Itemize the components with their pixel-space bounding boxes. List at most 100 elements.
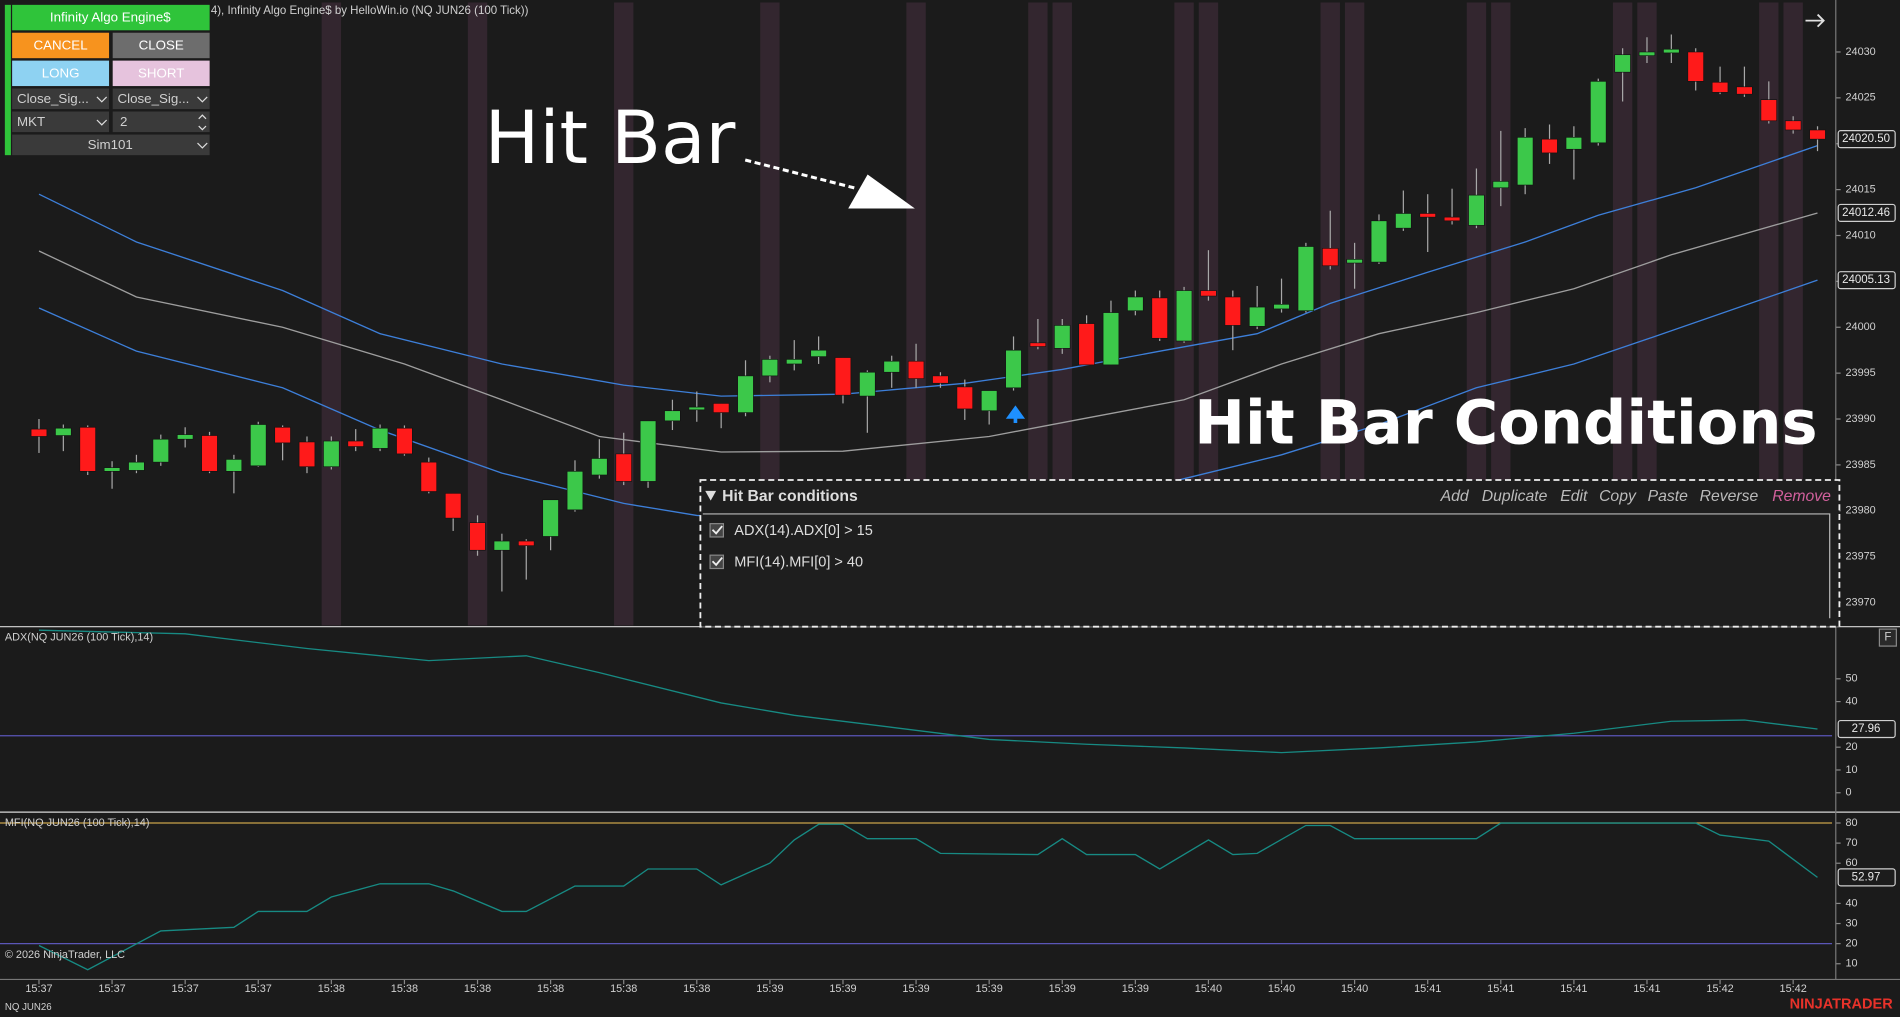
candle-body <box>1054 325 1071 349</box>
hit-bar-highlight <box>1466 2 1487 626</box>
candle-body <box>1590 81 1607 144</box>
checkmark <box>711 557 723 567</box>
price-marker <box>1837 203 1896 223</box>
hit-bar-highlight <box>1491 2 1511 626</box>
x-tick-label: 15:41 <box>1560 983 1587 995</box>
dropdown-value[interactable]: MKT <box>17 114 45 129</box>
expand-icon[interactable] <box>1805 13 1825 28</box>
long-label[interactable]: LONG <box>42 65 80 80</box>
candle-body <box>79 426 96 472</box>
candle-body <box>396 427 413 455</box>
conditions-dialog: Hit Bar conditions Add Duplicate Edit Co… <box>699 479 1841 628</box>
candle-body <box>980 390 998 412</box>
panel-button-label[interactable]: F <box>1884 632 1891 644</box>
account-value[interactable]: Sim101 <box>88 137 133 152</box>
long-button[interactable] <box>12 60 110 87</box>
candle-body <box>444 493 462 519</box>
candle-body <box>883 360 900 373</box>
action-duplicate[interactable]: Duplicate <box>1482 488 1548 505</box>
x-tick-label: 15:40 <box>1195 983 1222 995</box>
hit-bar-highlight <box>760 2 780 626</box>
short-label[interactable]: SHORT <box>138 65 184 80</box>
candle-body <box>1322 248 1339 267</box>
checkbox[interactable] <box>709 554 725 570</box>
quantity-input[interactable] <box>112 111 210 133</box>
panel-title: MFI(NQ JUN26 (100 Tick),14) <box>5 817 150 829</box>
quantity-value[interactable]: 2 <box>120 114 127 129</box>
account-dropdown[interactable] <box>12 134 210 156</box>
candle-body <box>932 375 949 384</box>
candle-body <box>250 424 267 467</box>
chart-header: 4), Infinity Algo Engine$ by HelloWin.io… <box>211 5 529 17</box>
y-tick-label: 40 <box>1845 695 1857 707</box>
annotation: Hit Bar <box>485 97 736 181</box>
price-axis-strip <box>1835 0 1900 980</box>
x-tick-label: 15:39 <box>1049 983 1076 995</box>
candle-body <box>1297 246 1315 312</box>
action-reverse[interactable]: Reverse <box>1700 488 1759 505</box>
x-tick-label: 15:41 <box>1633 983 1660 995</box>
candle-body <box>664 410 681 422</box>
candle-body <box>1736 86 1753 95</box>
action-edit[interactable]: Edit <box>1560 488 1588 505</box>
order-panel: Infinity Algo Engine$ CANCEL CLOSE LONG … <box>4 4 210 156</box>
dropdown[interactable] <box>112 88 210 110</box>
candle-body <box>1127 296 1144 312</box>
panel-button[interactable] <box>1878 628 1897 647</box>
candle-body <box>761 359 779 377</box>
dropdown[interactable] <box>12 88 110 110</box>
checkbox[interactable] <box>709 523 725 538</box>
candle-body <box>1541 138 1558 154</box>
hit-bar-highlight <box>1759 2 1779 626</box>
price-marker <box>1837 130 1896 149</box>
x-tick-label: 15:38 <box>683 983 710 995</box>
x-tick-label: 15:37 <box>245 983 272 995</box>
action-add[interactable]: Add <box>1440 488 1470 505</box>
panel: 0 10 20 40 50 27.96 ADX(NQ JUN26 (100 Tick),14… <box>0 629 1896 799</box>
candle-body <box>518 540 535 546</box>
candle-body <box>688 406 705 411</box>
candle-body <box>786 359 803 365</box>
dropdown[interactable] <box>12 111 110 133</box>
hit-bar-highlight <box>467 2 488 626</box>
annotation: Hit Bar Conditions <box>1194 388 1817 458</box>
short-button[interactable] <box>112 60 210 87</box>
spinner[interactable] <box>198 114 207 131</box>
close-button[interactable] <box>112 32 210 59</box>
dialog-frame <box>699 479 1841 628</box>
plot-area <box>0 629 1833 754</box>
action-remove[interactable]: Remove <box>1772 488 1831 505</box>
indicator-line <box>39 629 1818 754</box>
cancel-label[interactable]: CANCEL <box>34 38 88 53</box>
action-paste[interactable]: Paste <box>1648 488 1689 505</box>
y-tick-label: 10 <box>1845 764 1857 776</box>
dropdown-value[interactable]: Close_Sig... <box>17 91 89 106</box>
hit-bar-highlight <box>1637 2 1657 626</box>
x-tick-label: 15:41 <box>1487 983 1514 995</box>
candle-body <box>420 461 437 492</box>
candle-body <box>1784 120 1802 131</box>
hit-bar-highlight <box>1783 2 1803 626</box>
x-tick-label: 15:39 <box>1122 983 1149 995</box>
candle-body <box>371 427 389 449</box>
close-label[interactable]: CLOSE <box>139 38 184 53</box>
candle-body <box>859 371 876 397</box>
candle-body <box>1687 51 1704 82</box>
dropdown-value[interactable]: Close_Sig... <box>118 91 190 106</box>
candle-body <box>1638 51 1656 56</box>
x-tick-label: 15:39 <box>902 983 929 995</box>
candle-body <box>1248 306 1266 327</box>
collapse-icon[interactable] <box>705 490 717 501</box>
candle-body <box>30 428 48 437</box>
candle-body <box>737 375 754 413</box>
condition: ADX(14).ADX[0] > 15 <box>734 523 872 539</box>
x-tick-label: 15:42 <box>1780 983 1807 995</box>
candle-body <box>1029 342 1047 347</box>
cancel-button[interactable] <box>12 32 110 59</box>
x-tick-label: 15:39 <box>976 983 1003 995</box>
candle-body <box>1443 216 1461 222</box>
y-tick-label: 70 <box>1845 837 1857 849</box>
action-copy[interactable]: Copy <box>1599 488 1637 505</box>
hit-bar-highlight <box>1612 2 1633 626</box>
candle-body <box>1078 323 1095 366</box>
